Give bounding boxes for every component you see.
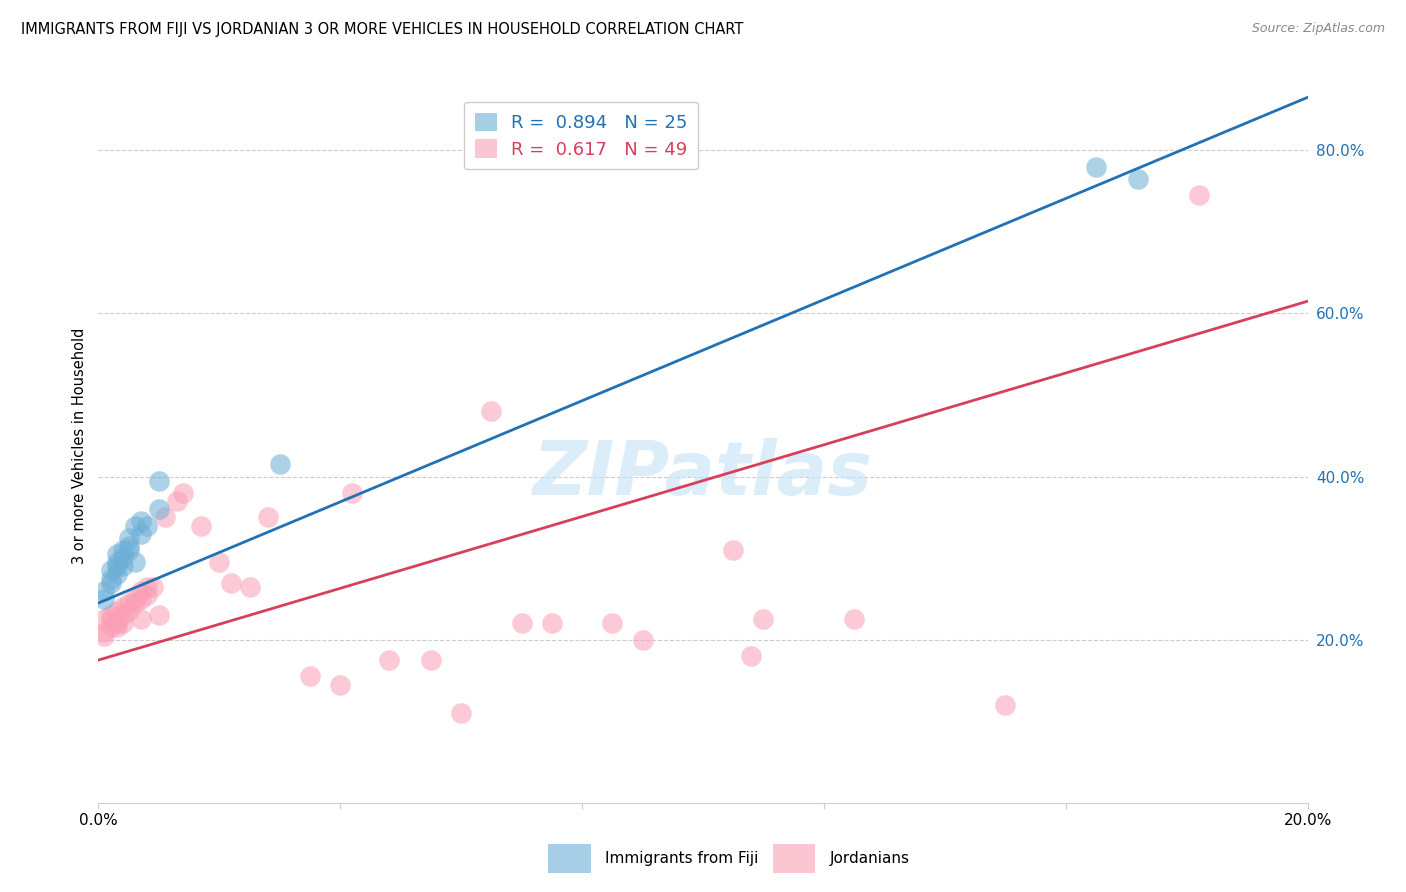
Point — [1128, 172, 1150, 186]
Point — [93, 624, 115, 639]
Point — [153, 510, 176, 524]
Point — [111, 608, 134, 623]
Point — [118, 604, 141, 618]
Point — [100, 572, 122, 586]
Text: Immigrants from Fiji: Immigrants from Fiji — [605, 851, 758, 866]
Point — [256, 510, 278, 524]
Point — [100, 563, 122, 577]
Point — [602, 616, 624, 631]
Point — [994, 698, 1017, 712]
Point — [93, 629, 115, 643]
Point — [135, 518, 157, 533]
Point — [172, 486, 194, 500]
Point — [190, 518, 212, 533]
Point — [111, 543, 134, 558]
Point — [129, 583, 152, 598]
Point — [752, 612, 775, 626]
Point — [135, 588, 157, 602]
Point — [111, 559, 134, 574]
Point — [740, 648, 762, 663]
Point — [100, 608, 122, 623]
Point — [124, 596, 146, 610]
Point — [540, 616, 562, 631]
Point — [342, 486, 364, 500]
Point — [450, 706, 472, 720]
Text: IMMIGRANTS FROM FIJI VS JORDANIAN 3 OR MORE VEHICLES IN HOUSEHOLD CORRELATION CH: IMMIGRANTS FROM FIJI VS JORDANIAN 3 OR M… — [21, 22, 744, 37]
Point — [129, 591, 152, 606]
Point — [100, 612, 122, 626]
Point — [723, 543, 745, 558]
Point — [93, 612, 115, 626]
Point — [844, 612, 866, 626]
Point — [118, 596, 141, 610]
Point — [481, 404, 503, 418]
Point — [239, 580, 262, 594]
Point — [105, 555, 128, 569]
Point — [135, 580, 157, 594]
Point — [111, 600, 134, 615]
Point — [100, 575, 122, 590]
Point — [124, 555, 146, 569]
Point — [377, 653, 399, 667]
Point — [510, 616, 533, 631]
Text: ZIPatlas: ZIPatlas — [533, 438, 873, 511]
Point — [93, 591, 115, 606]
Y-axis label: 3 or more Vehicles in Household: 3 or more Vehicles in Household — [72, 328, 87, 564]
Point — [1085, 160, 1108, 174]
Text: Jordanians: Jordanians — [830, 851, 910, 866]
Point — [111, 616, 134, 631]
Point — [105, 567, 128, 582]
Point — [105, 620, 128, 634]
Point — [142, 580, 165, 594]
FancyBboxPatch shape — [773, 844, 815, 873]
Point — [1188, 188, 1211, 202]
Point — [105, 559, 128, 574]
Point — [329, 677, 352, 691]
Point — [105, 604, 128, 618]
Point — [129, 612, 152, 626]
Point — [420, 653, 443, 667]
Point — [105, 547, 128, 561]
Point — [105, 616, 128, 631]
Point — [124, 591, 146, 606]
Point — [118, 531, 141, 545]
Point — [124, 518, 146, 533]
Point — [118, 539, 141, 553]
Point — [148, 608, 170, 623]
Point — [129, 526, 152, 541]
Point — [299, 669, 322, 683]
Point — [208, 555, 231, 569]
Point — [93, 583, 115, 598]
FancyBboxPatch shape — [548, 844, 591, 873]
Point — [631, 632, 654, 647]
Point — [269, 458, 291, 472]
Point — [111, 551, 134, 566]
Legend: R =  0.894   N = 25, R =  0.617   N = 49: R = 0.894 N = 25, R = 0.617 N = 49 — [464, 102, 699, 169]
Point — [166, 494, 188, 508]
Point — [100, 620, 122, 634]
Point — [129, 515, 152, 529]
Point — [221, 575, 243, 590]
Point — [148, 474, 170, 488]
Text: Source: ZipAtlas.com: Source: ZipAtlas.com — [1251, 22, 1385, 36]
Point — [148, 502, 170, 516]
Point — [118, 543, 141, 558]
Point — [105, 612, 128, 626]
